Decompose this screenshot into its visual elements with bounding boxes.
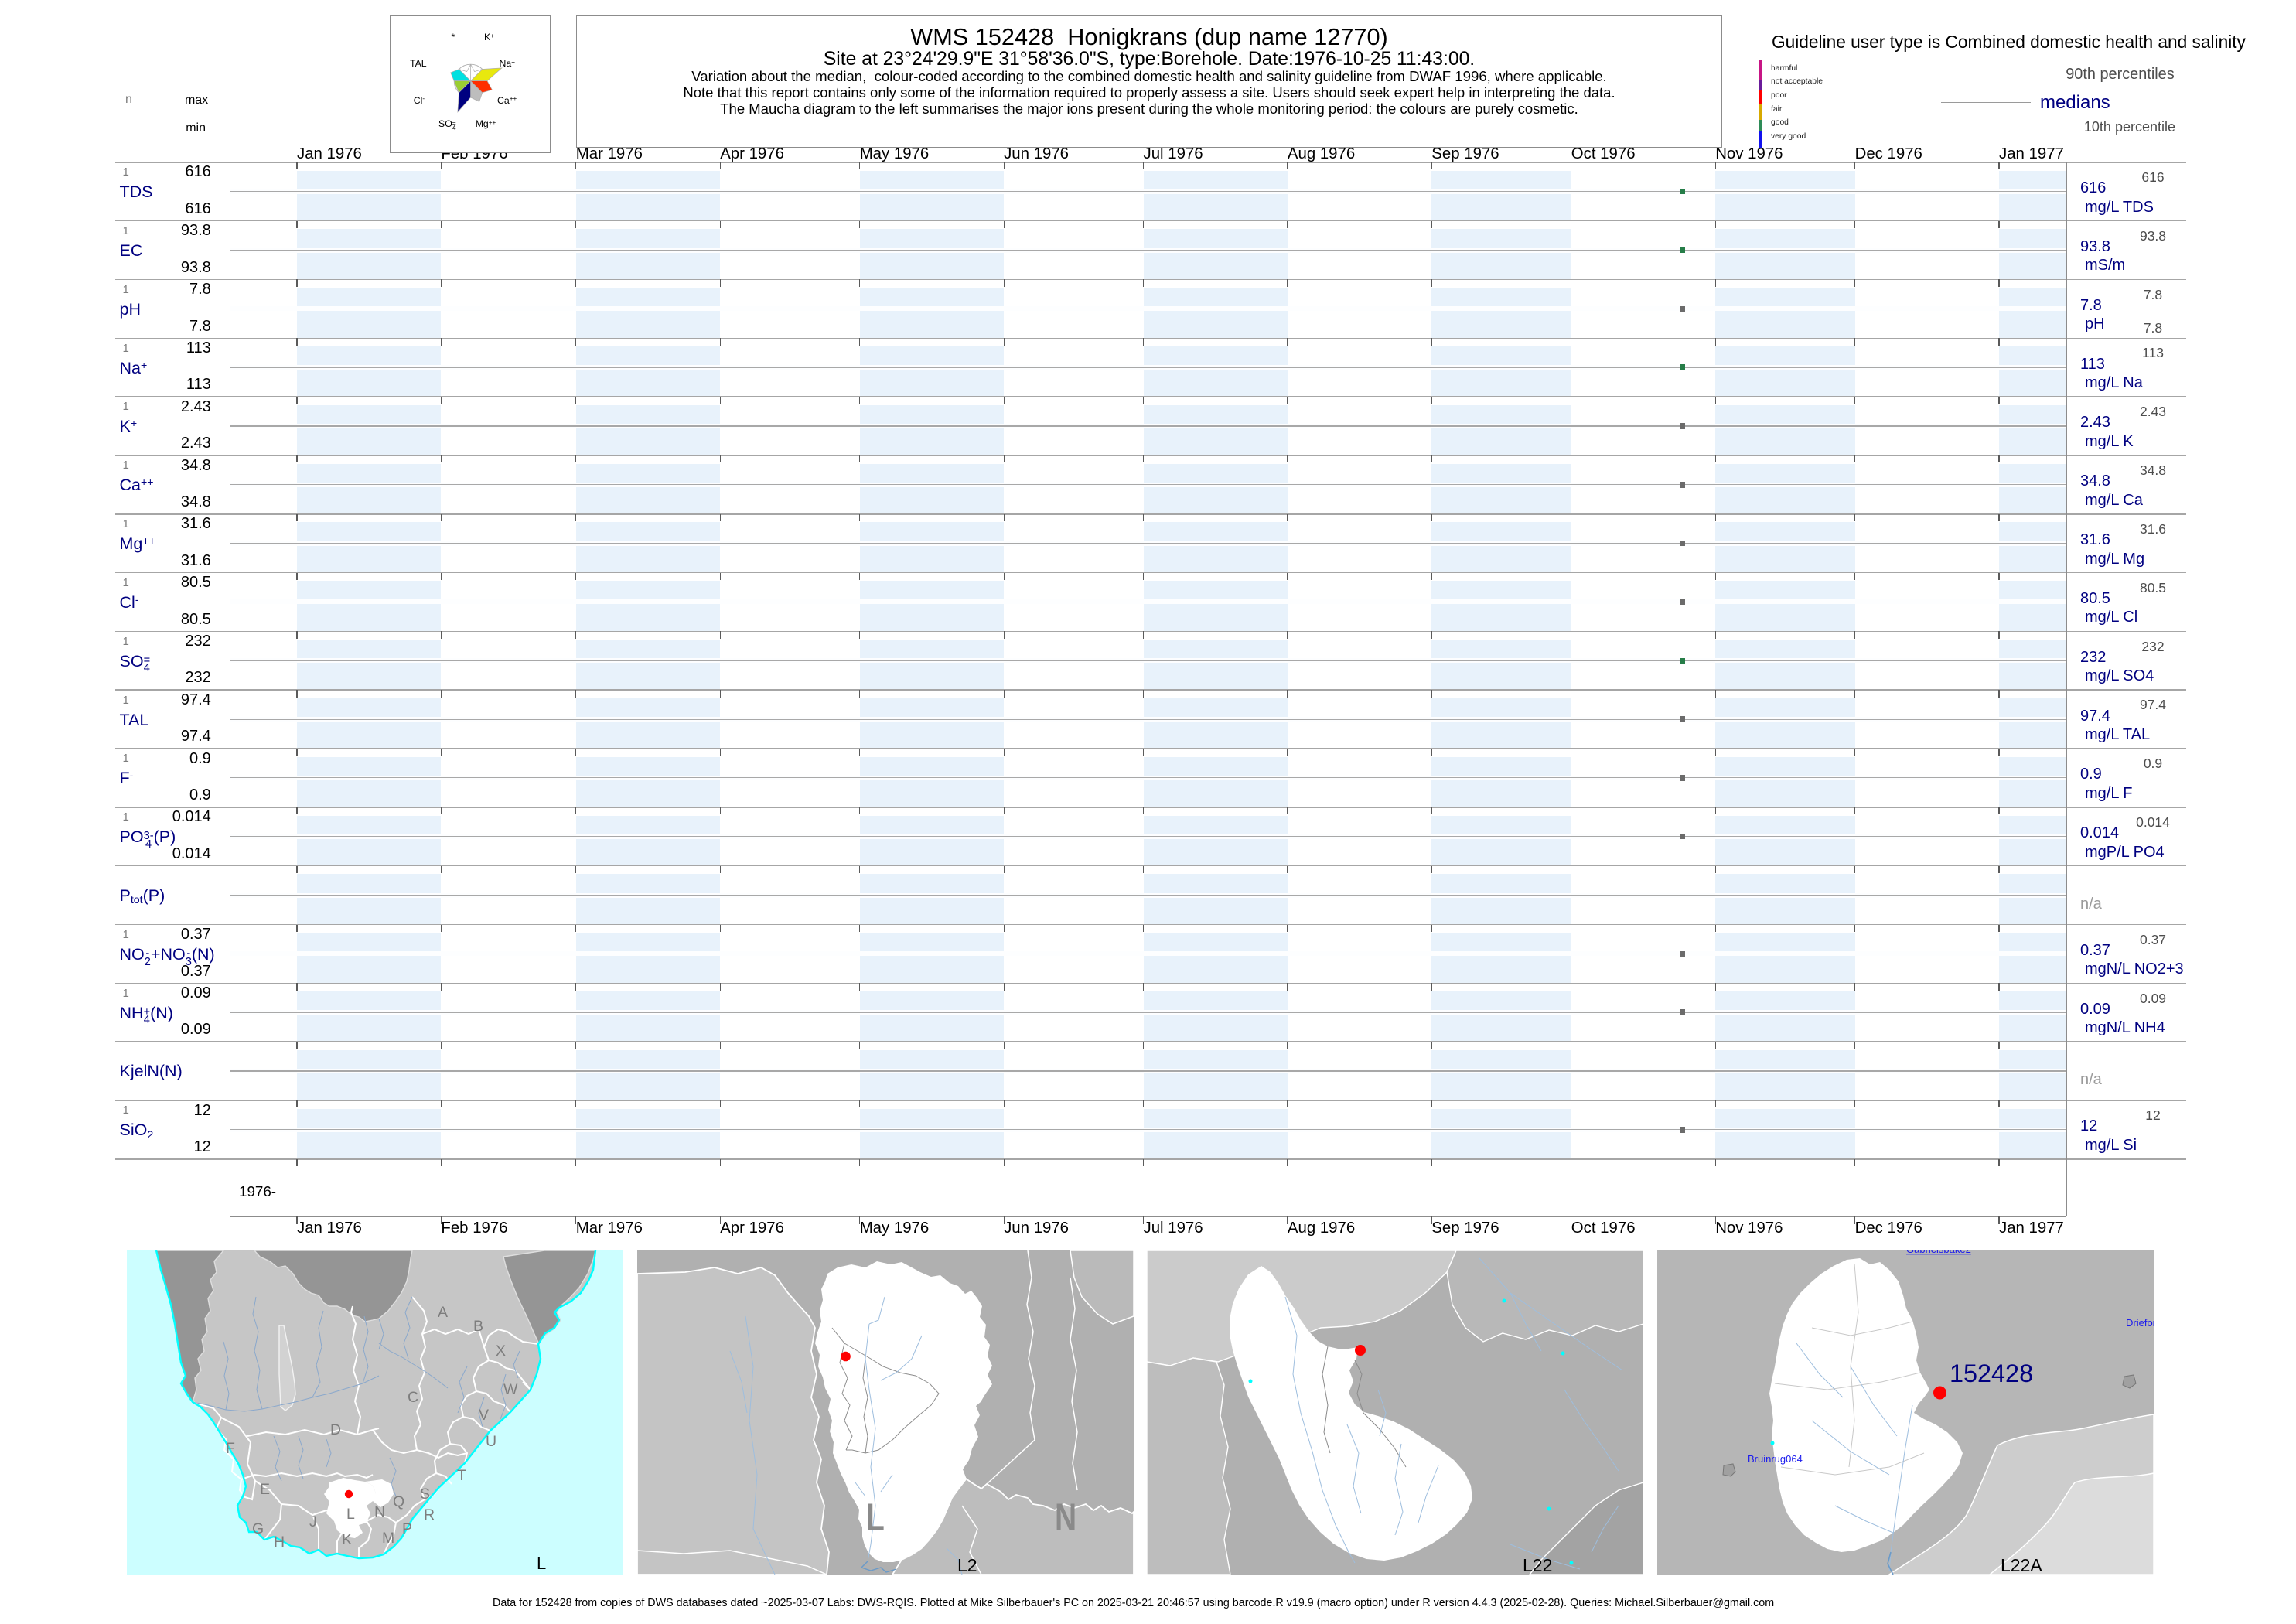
- svg-text:152428: 152428: [1950, 1360, 2033, 1387]
- svg-text:J: J: [309, 1513, 317, 1530]
- svg-text:Gabriëlsbake2: Gabriëlsbake2: [1906, 1250, 1971, 1255]
- svg-text:G: G: [252, 1520, 264, 1537]
- svg-text:L: L: [866, 1495, 885, 1539]
- svg-text:N: N: [374, 1503, 385, 1520]
- svg-text:Q: Q: [393, 1493, 404, 1510]
- svg-text:B: B: [473, 1318, 483, 1335]
- svg-text:D: D: [330, 1421, 341, 1438]
- svg-text:Driefon: Driefon: [2126, 1317, 2154, 1329]
- svg-text:N: N: [1055, 1495, 1076, 1539]
- svg-text:L22A: L22A: [2001, 1555, 2042, 1575]
- svg-text:L: L: [346, 1506, 355, 1523]
- svg-text:T: T: [457, 1467, 466, 1484]
- svg-text:W: W: [503, 1381, 518, 1398]
- svg-text:M: M: [382, 1530, 394, 1547]
- svg-text:Bruinrug064: Bruinrug064: [1748, 1453, 1803, 1465]
- svg-text:C: C: [408, 1389, 418, 1406]
- svg-text:S: S: [420, 1486, 430, 1503]
- svg-text:P: P: [402, 1520, 412, 1537]
- svg-text:K: K: [342, 1531, 352, 1548]
- svg-text:V: V: [479, 1407, 489, 1424]
- svg-text:X: X: [496, 1343, 506, 1360]
- svg-text:A: A: [438, 1304, 448, 1321]
- svg-text:R: R: [424, 1506, 435, 1523]
- svg-text:L: L: [537, 1554, 546, 1573]
- svg-text:U: U: [486, 1433, 496, 1450]
- svg-text:L22: L22: [1523, 1555, 1552, 1575]
- svg-text:H: H: [274, 1534, 285, 1551]
- svg-text:L2: L2: [957, 1555, 977, 1575]
- svg-text:F: F: [226, 1440, 235, 1457]
- svg-text:E: E: [260, 1481, 270, 1498]
